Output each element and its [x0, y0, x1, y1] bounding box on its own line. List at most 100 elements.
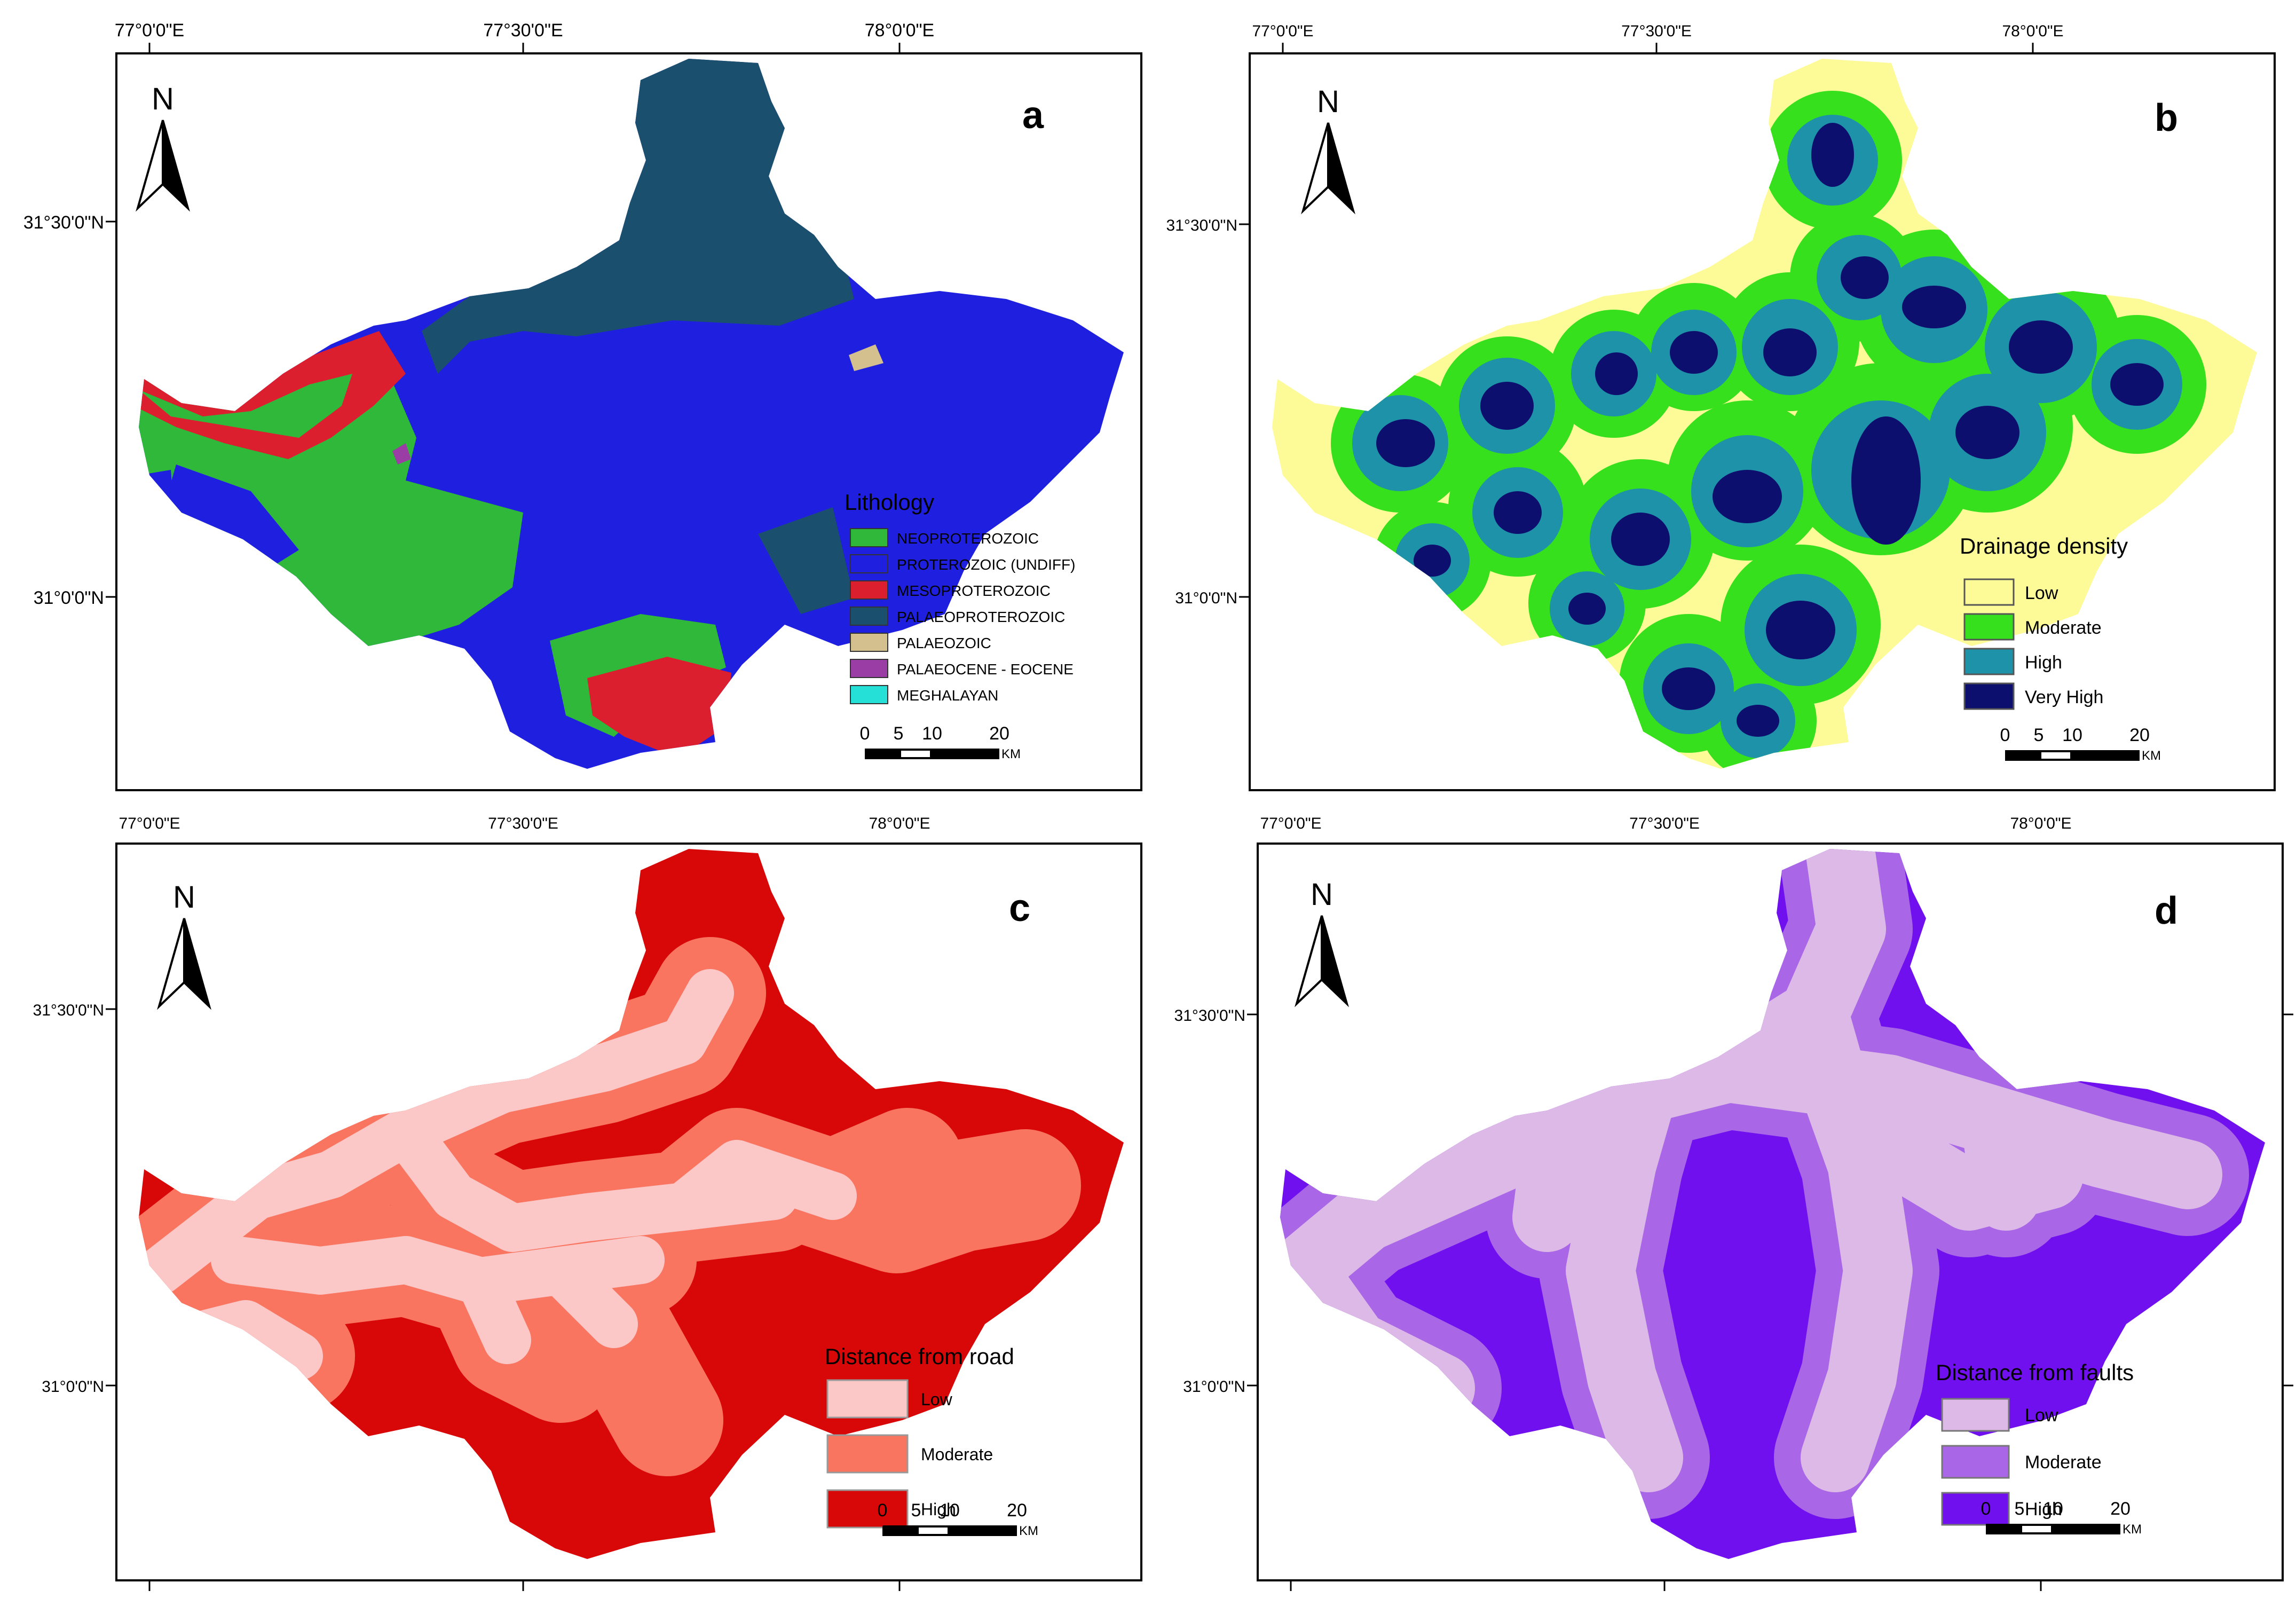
- north-arrow: N: [136, 82, 190, 212]
- faults-legend: Distance from faults Low Moderate High: [1936, 1360, 2134, 1526]
- legend-swatch: [850, 554, 888, 573]
- y-tick-label: 31°30'0"N: [23, 212, 104, 233]
- legend-swatch: [850, 528, 888, 547]
- panel-letter: d: [2155, 889, 2178, 932]
- legend-label: PALAEOCENE - EOCENE: [897, 661, 1074, 678]
- scale-tick: 0: [2000, 725, 2010, 745]
- legend-swatch: [1941, 1398, 2010, 1432]
- legend-label: Low: [921, 1390, 953, 1409]
- north-arrow: N: [1301, 84, 1355, 215]
- y-tick-label: 31°0'0"N: [42, 1378, 104, 1396]
- lithology-legend: Lithology NEOPROTEROZOIC PROTEROZOIC (UN…: [845, 490, 1075, 704]
- legend-swatch: [850, 633, 888, 652]
- scale-unit: KM: [1019, 1524, 1038, 1538]
- north-label: N: [152, 82, 174, 116]
- scale-bar: 0 5 10 20 KM: [860, 723, 1021, 761]
- x-tick-label: 77°0'0"E: [119, 815, 180, 832]
- y-ticks-right: [2283, 1013, 2293, 1387]
- panel-letter: c: [1009, 887, 1030, 930]
- y-tick-label: 31°0'0"N: [1175, 589, 1237, 607]
- legend-title: Distance from faults: [1936, 1360, 2134, 1385]
- scale-tick: 0: [878, 1500, 888, 1521]
- scale-tick: 0: [1981, 1499, 1991, 1519]
- scale-bar: 0 5 10 20 KM: [1981, 1499, 2142, 1537]
- scale-tick: 10: [2043, 1499, 2063, 1519]
- legend-swatch: [1963, 578, 2015, 606]
- legend-label: PALAEOPROTEROZOIC: [897, 609, 1065, 625]
- x-tick-label: 78°0'0"E: [2010, 815, 2071, 832]
- scale-tick: 5: [2034, 725, 2044, 745]
- scale-tick: 20: [1007, 1500, 1027, 1521]
- x-tick-label: 78°0'0"E: [865, 20, 934, 41]
- panel-b: 77°0'0"E 77°30'0"E 78°0'0"E 31°30'0"N 31…: [1166, 22, 2276, 791]
- x-ticks-bottom: [148, 1580, 901, 1591]
- scale-unit: KM: [2123, 1522, 2142, 1537]
- north-arrow: N: [1295, 877, 1349, 1007]
- legend-label: PROTEROZOIC (UNDIFF): [897, 556, 1075, 573]
- x-tick-label: 77°0'0"E: [115, 20, 184, 41]
- x-ticks-top: 77°0'0"E 77°30'0"E 78°0'0"E: [1252, 22, 2064, 53]
- legend-label: NEOPROTEROZOIC: [897, 530, 1039, 547]
- scale-bar: 0 5 10 20 KM: [2000, 725, 2161, 763]
- x-tick-label: 77°30'0"E: [1621, 22, 1692, 40]
- x-tick-label: 77°30'0"E: [488, 815, 558, 832]
- legend-label: Moderate: [921, 1445, 993, 1464]
- legend-swatch: [850, 580, 888, 600]
- legend-swatch: [850, 607, 888, 626]
- legend-label: Moderate: [2025, 1452, 2102, 1473]
- legend-label: High: [921, 1500, 956, 1519]
- scale-tick: 20: [989, 723, 1009, 744]
- scale-tick: 0: [860, 723, 870, 744]
- scale-tick: 20: [2129, 725, 2150, 745]
- lithology-map: [139, 59, 1124, 769]
- legend-label: High: [2025, 1499, 2062, 1519]
- legend-swatch: [826, 1379, 909, 1419]
- y-ticks-left: 31°30'0"N 31°0'0"N: [1166, 217, 1250, 607]
- y-tick-label: 31°30'0"N: [1174, 1007, 1245, 1025]
- legend-swatch: [1941, 1445, 2010, 1479]
- drainage-density-map: [1272, 59, 2257, 769]
- y-ticks-left: 31°30'0"N 31°0'0"N: [1174, 1007, 1258, 1396]
- legend-label: Very High: [2025, 687, 2103, 707]
- scale-tick: 20: [2110, 1499, 2131, 1519]
- distance-from-faults-map: [1280, 849, 2265, 1559]
- legend-swatch: [826, 1434, 909, 1474]
- legend-swatch: [1941, 1492, 2010, 1526]
- panel-c: 77°0'0"E 77°30'0"E 78°0'0"E 31°30'0"N 31…: [33, 815, 1142, 1591]
- legend-swatch: [826, 1489, 909, 1529]
- y-ticks-left: 31°30'0"N 31°0'0"N: [23, 212, 116, 608]
- x-tick-label: 77°0'0"E: [1252, 22, 1313, 40]
- scale-tick: 5: [2015, 1499, 2025, 1519]
- road-legend: Distance from road Low Moderate High: [825, 1344, 1014, 1529]
- panel-a: 77°0'0"E 77°30'0"E 78°0'0"E 31°30'0"N 31…: [23, 20, 1142, 791]
- north-label: N: [173, 880, 195, 915]
- scale-unit: KM: [1001, 747, 1021, 761]
- distance-from-road-map: [139, 849, 1124, 1559]
- north-label: N: [1317, 84, 1339, 119]
- legend-label: High: [2025, 652, 2062, 673]
- panel-letter: b: [2155, 97, 2178, 139]
- scale-unit: KM: [2142, 749, 2161, 763]
- legend-title: Lithology: [845, 490, 934, 515]
- x-tick-label: 77°30'0"E: [483, 20, 563, 41]
- legend-label: Low: [2025, 1405, 2058, 1426]
- y-tick-label: 31°0'0"N: [34, 588, 104, 608]
- y-tick-label: 31°0'0"N: [1183, 1378, 1245, 1396]
- legend-swatch: [850, 659, 888, 678]
- scale-tick: 5: [894, 723, 904, 744]
- legend-label: PALAEOZOIC: [897, 635, 991, 651]
- scale-tick: 5: [911, 1500, 921, 1521]
- panel-letter: a: [1022, 94, 1044, 137]
- x-ticks-top: 77°0'0"E 77°30'0"E 78°0'0"E: [115, 20, 934, 53]
- x-tick-label: 77°0'0"E: [1260, 815, 1321, 832]
- y-tick-label: 31°30'0"N: [1166, 217, 1237, 234]
- scale-tick: 10: [2062, 725, 2082, 745]
- legend-label: MEGHALAYAN: [897, 687, 998, 704]
- panel-d: 77°0'0"E 77°30'0"E 78°0'0"E 31°30'0"N 31…: [1174, 815, 2293, 1591]
- scale-tick: 10: [940, 1500, 960, 1521]
- x-ticks-top: 77°0'0"E 77°30'0"E 78°0'0"E: [1260, 815, 2071, 832]
- scale-tick: 10: [922, 723, 942, 744]
- north-arrow: N: [157, 880, 211, 1010]
